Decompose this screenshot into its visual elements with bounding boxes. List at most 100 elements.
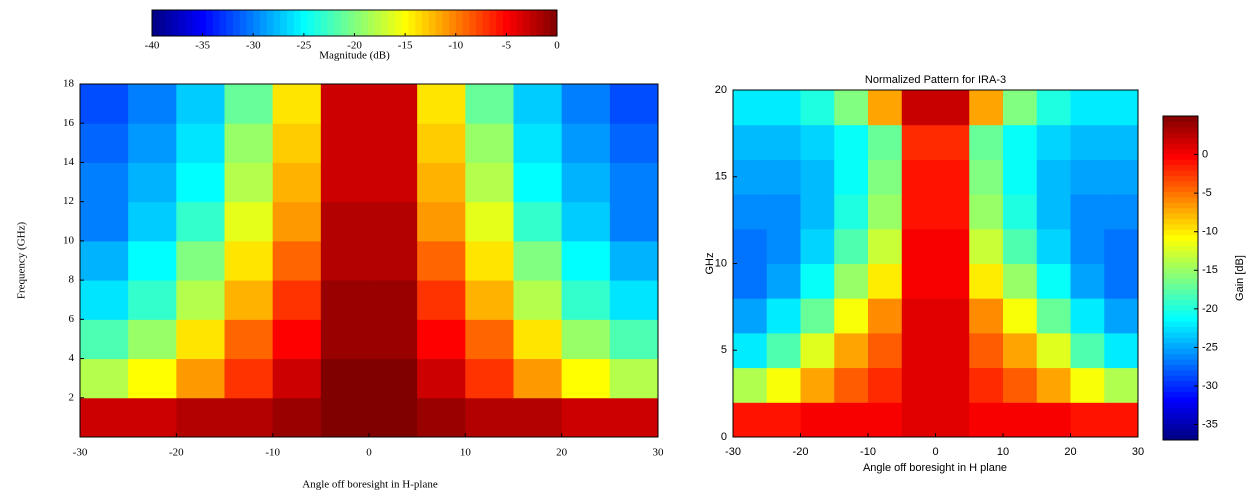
heatmap-cell	[834, 159, 869, 195]
heatmap-cell	[1003, 298, 1038, 334]
heatmap-cell	[969, 332, 1004, 369]
heatmap-cell	[1070, 332, 1105, 369]
heatmap-cell	[1003, 332, 1038, 369]
colorbar-segment	[1163, 191, 1198, 198]
heatmap-cell	[969, 367, 1004, 403]
heatmap-cell	[320, 84, 370, 124]
heatmap-cell	[1003, 402, 1038, 438]
heatmap-cell	[513, 162, 563, 203]
heatmap-cell	[969, 228, 1004, 264]
colorbar-segment	[1163, 423, 1198, 430]
colorbar-segment	[1163, 283, 1198, 290]
colorbar-segment	[388, 10, 396, 36]
x-tick-label: -30	[725, 446, 741, 458]
heatmap-cell	[224, 358, 274, 399]
heatmap-cell	[128, 162, 177, 203]
heatmap-cell	[176, 280, 225, 320]
heatmap-cell	[369, 358, 418, 399]
heatmap-cell	[513, 123, 563, 163]
colorbar-segment	[1163, 305, 1198, 311]
colorbar-segment	[1163, 342, 1198, 349]
colorbar-segment	[1163, 234, 1198, 241]
colorbar-segment	[1163, 380, 1198, 387]
y-tick-label: 12	[63, 195, 74, 207]
heatmap-cell	[80, 123, 129, 163]
y-tick-label: 2	[69, 391, 75, 403]
colorbar-tick-label: -35	[195, 40, 210, 52]
heatmap-cell	[901, 367, 936, 403]
colorbar-segment	[1163, 229, 1198, 236]
heatmap-cell	[1003, 367, 1038, 403]
colorbar-segment	[523, 10, 531, 36]
heatmap-cell	[513, 84, 563, 124]
heatmap-cell	[733, 367, 768, 403]
colorbar-segment	[455, 10, 463, 36]
heatmap-cell	[868, 194, 903, 230]
heatmap-cell	[176, 397, 225, 438]
y-axis-label: Frequency (GHz)	[16, 222, 28, 300]
colorbar-segment	[273, 10, 281, 36]
colorbar-segment	[280, 10, 288, 36]
heatmap-cell	[417, 240, 466, 281]
colorbar-segment	[1163, 337, 1198, 344]
heatmap-cell	[609, 123, 659, 163]
heatmap-cell	[176, 358, 225, 399]
colorbar-segment	[1163, 224, 1198, 230]
heatmap-cell	[1036, 90, 1071, 126]
heatmap-cell	[417, 358, 466, 399]
colorbar-tick-label: -15	[398, 40, 413, 52]
heatmap-cell	[733, 332, 768, 369]
colorbar-segment	[550, 10, 558, 36]
colorbar-segment	[1163, 213, 1198, 220]
right-panel: -30 -20 -10 0 10 20 30 0 5 10 15 20 Normalized Patte…	[704, 74, 1246, 474]
heatmap-cell	[417, 280, 466, 320]
colorbar-tick-label: -25	[1202, 341, 1218, 353]
heatmap-cell	[561, 84, 611, 124]
heatmap-cell	[224, 397, 274, 438]
heatmap-cell	[935, 402, 970, 438]
colorbar-segment	[1163, 175, 1198, 182]
colorbar-segment	[1163, 386, 1198, 392]
heatmap-cell	[1104, 90, 1139, 126]
heatmap-cell	[834, 367, 869, 403]
heatmap-cell	[1003, 90, 1038, 126]
colorbar-segment	[1163, 353, 1198, 360]
heatmap-cell	[320, 397, 370, 438]
heatmap-cell	[901, 402, 936, 438]
heatmap-cell	[224, 162, 274, 203]
heatmap-cell	[800, 402, 835, 438]
colorbar-segment	[496, 10, 504, 36]
colorbar-frame	[1162, 115, 1199, 441]
colorbar-segment	[1163, 278, 1198, 284]
heatmap-cell	[969, 263, 1004, 299]
colorbar-segment	[158, 10, 166, 36]
heatmap-cell	[935, 298, 970, 334]
heatmap-cell	[1104, 402, 1139, 438]
heatmap-cell	[80, 280, 129, 320]
heatmap-cell	[465, 201, 514, 242]
heatmap-cell	[465, 123, 514, 163]
heatmap-cell	[1036, 298, 1071, 334]
colorbar-segment	[266, 10, 274, 36]
heatmap-cell	[176, 319, 225, 360]
heatmap-cell	[800, 159, 835, 195]
heatmap-cell	[224, 280, 274, 320]
colorbar-segment	[408, 10, 416, 36]
heatmap-cell	[766, 298, 801, 334]
heatmap-cell	[369, 280, 418, 320]
colorbar-segment	[165, 10, 173, 36]
heatmap-cell	[272, 280, 322, 320]
heatmap-cell	[1003, 263, 1038, 299]
colorbar-tick-label: -20	[347, 40, 362, 52]
colorbar-segment	[1163, 402, 1198, 409]
heatmap-cell	[465, 397, 514, 438]
heatmap-cell	[800, 194, 835, 230]
colorbar-tick-label: 0	[554, 40, 560, 52]
heatmap-cell	[733, 298, 768, 334]
colorbar-segment	[185, 10, 193, 36]
heatmap-cell	[272, 162, 322, 203]
heatmap-cell	[561, 280, 611, 320]
heatmap-cell	[834, 332, 869, 369]
colorbar-segment	[1163, 315, 1198, 322]
